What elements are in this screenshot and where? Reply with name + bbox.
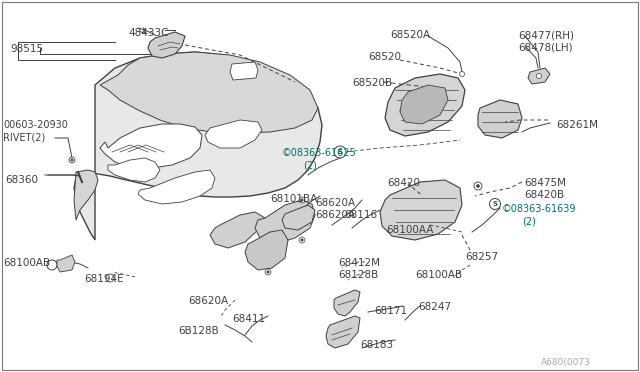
- Circle shape: [474, 182, 482, 190]
- Text: 68420B: 68420B: [524, 190, 564, 200]
- Circle shape: [299, 237, 305, 243]
- Polygon shape: [245, 230, 288, 270]
- Polygon shape: [100, 52, 318, 133]
- Text: 68100AB: 68100AB: [3, 258, 50, 268]
- Text: 68477(RH): 68477(RH): [518, 30, 574, 40]
- Polygon shape: [205, 120, 262, 148]
- Text: 68478(LH): 68478(LH): [518, 42, 573, 52]
- Text: 98515: 98515: [10, 44, 43, 54]
- Text: A680(0073: A680(0073: [541, 358, 591, 367]
- Text: 68257: 68257: [465, 252, 498, 262]
- Text: 68100AB: 68100AB: [415, 270, 462, 280]
- Circle shape: [299, 197, 305, 203]
- Text: 68620A: 68620A: [315, 210, 355, 220]
- Text: 68128B: 68128B: [338, 270, 378, 280]
- Text: 68101BA: 68101BA: [270, 194, 317, 204]
- Text: 48433C: 48433C: [128, 28, 168, 38]
- Circle shape: [490, 199, 500, 209]
- Polygon shape: [282, 205, 315, 230]
- Polygon shape: [326, 316, 360, 348]
- Polygon shape: [334, 290, 360, 316]
- Text: 68261M: 68261M: [556, 120, 598, 130]
- Circle shape: [334, 146, 346, 158]
- Polygon shape: [138, 170, 215, 204]
- Circle shape: [47, 260, 57, 270]
- Text: 68620A: 68620A: [315, 198, 355, 208]
- Text: 68412M: 68412M: [338, 258, 380, 268]
- Polygon shape: [100, 124, 202, 168]
- Text: 68420: 68420: [387, 178, 420, 188]
- Text: 68194E: 68194E: [84, 274, 124, 284]
- Polygon shape: [108, 158, 160, 182]
- Polygon shape: [230, 62, 258, 80]
- Polygon shape: [380, 180, 462, 240]
- Circle shape: [267, 271, 269, 273]
- Text: 68520: 68520: [368, 52, 401, 62]
- Circle shape: [301, 199, 303, 201]
- Polygon shape: [148, 32, 185, 58]
- Text: 68411: 68411: [232, 314, 265, 324]
- Polygon shape: [478, 100, 522, 138]
- Circle shape: [265, 269, 271, 275]
- Polygon shape: [385, 74, 465, 136]
- Circle shape: [477, 185, 479, 187]
- Circle shape: [301, 239, 303, 241]
- Text: 68100AA: 68100AA: [386, 225, 433, 235]
- Polygon shape: [528, 68, 550, 84]
- Text: ©08363-61625: ©08363-61625: [282, 148, 356, 158]
- Circle shape: [460, 71, 465, 77]
- Polygon shape: [400, 85, 448, 124]
- Text: 68520A: 68520A: [390, 30, 430, 40]
- Text: 68360: 68360: [5, 175, 38, 185]
- Text: (2): (2): [303, 160, 317, 170]
- Polygon shape: [74, 52, 322, 240]
- Text: 68247: 68247: [418, 302, 451, 312]
- Text: 68171: 68171: [374, 306, 407, 316]
- Polygon shape: [210, 212, 265, 248]
- Circle shape: [536, 74, 541, 78]
- Polygon shape: [57, 255, 75, 272]
- Text: 6B128B: 6B128B: [178, 326, 219, 336]
- Text: S: S: [493, 201, 497, 207]
- Text: ©08363-61639: ©08363-61639: [502, 204, 577, 214]
- Text: 00603-20930: 00603-20930: [3, 120, 68, 130]
- Text: RIVET(2): RIVET(2): [3, 132, 45, 142]
- Circle shape: [71, 159, 73, 161]
- Text: (2): (2): [522, 216, 536, 226]
- Circle shape: [69, 157, 75, 163]
- Text: S: S: [337, 149, 342, 155]
- Text: 68475M: 68475M: [524, 178, 566, 188]
- Text: 68183: 68183: [360, 340, 393, 350]
- Polygon shape: [74, 170, 98, 220]
- Circle shape: [106, 274, 114, 282]
- Polygon shape: [255, 200, 315, 244]
- Text: 68520B: 68520B: [352, 78, 392, 88]
- Text: 68620A: 68620A: [188, 296, 228, 306]
- Text: 68116: 68116: [344, 210, 377, 220]
